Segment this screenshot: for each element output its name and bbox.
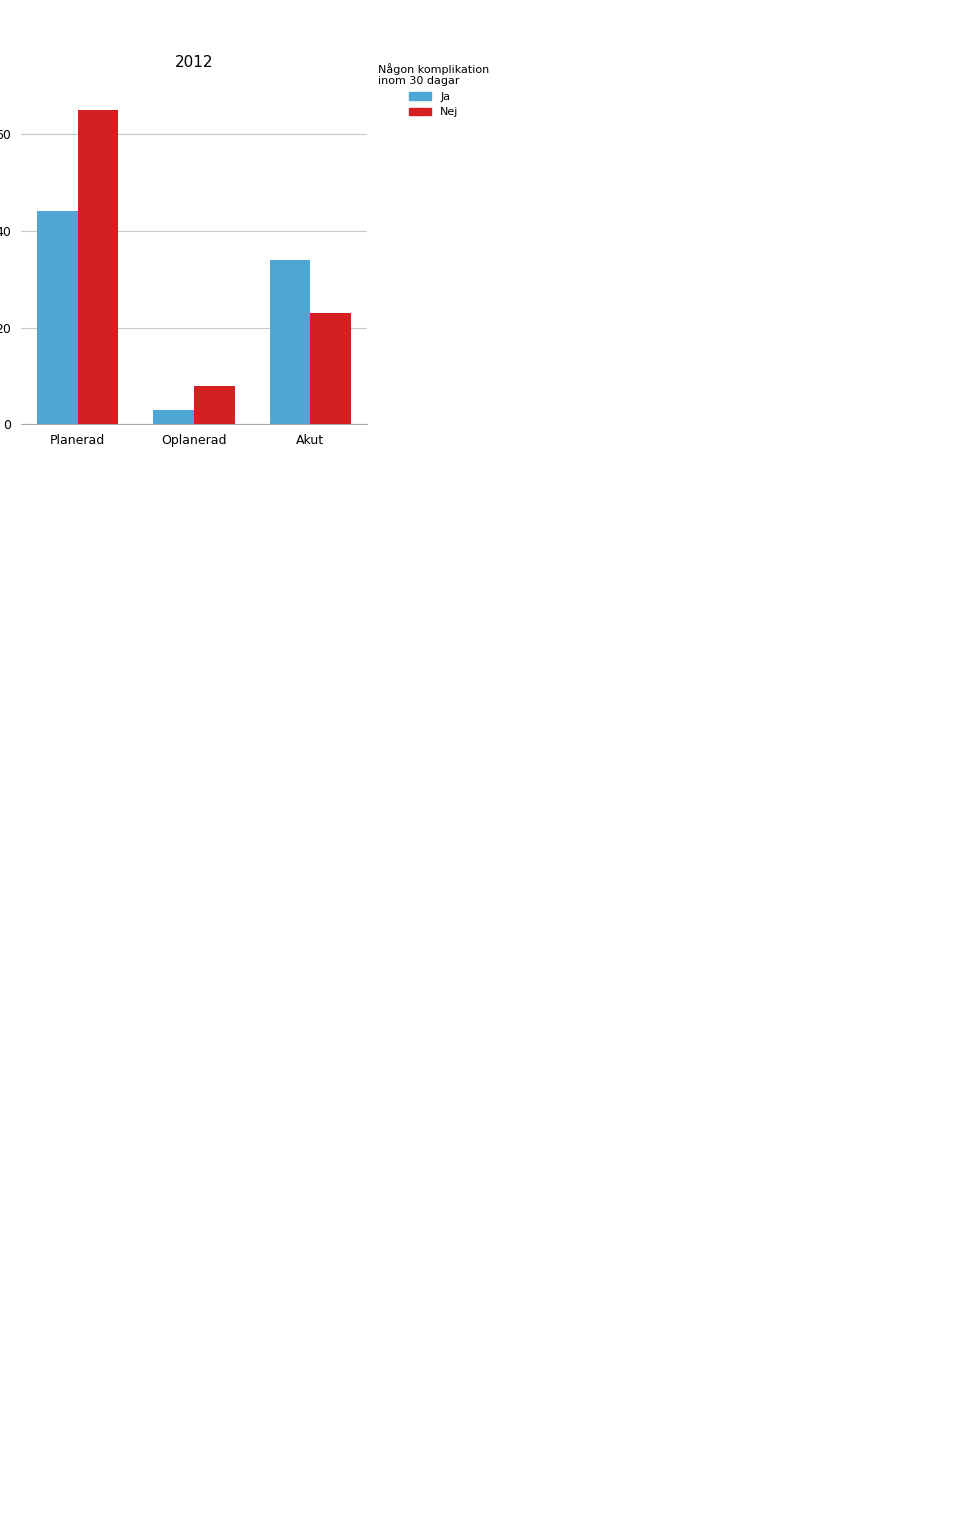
Bar <box>270 259 310 424</box>
Bar <box>78 109 118 424</box>
Bar <box>194 385 234 424</box>
Bar <box>154 409 194 424</box>
Bar <box>310 314 351 424</box>
Title: 2012: 2012 <box>175 56 213 70</box>
Legend: Ja, Nej: Ja, Nej <box>373 58 493 121</box>
Bar <box>36 211 78 424</box>
